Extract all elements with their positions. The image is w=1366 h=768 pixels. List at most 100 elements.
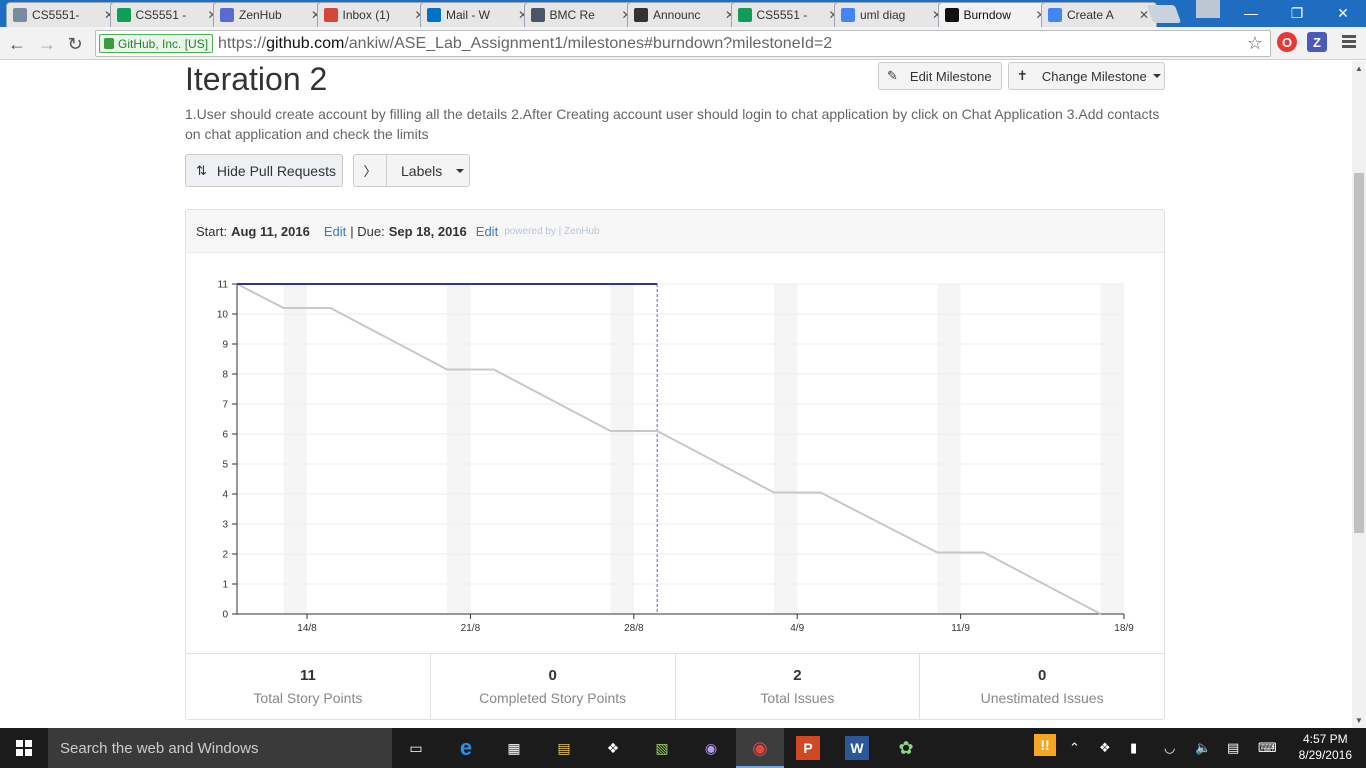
close-tab-icon[interactable]: ✕ <box>621 8 633 22</box>
start-button[interactable] <box>0 728 48 768</box>
scroll-down-icon[interactable]: ▼ <box>1355 716 1363 725</box>
github-desktop-icon[interactable]: ◉ <box>704 739 718 756</box>
zenhub-extension-icon[interactable]: Z <box>1307 32 1327 52</box>
browser-tab[interactable]: BMC Re ✕ <box>523 2 640 27</box>
action-center-icon[interactable]: ▤ <box>1227 740 1240 755</box>
google-icon <box>1048 8 1062 22</box>
wifi-icon[interactable]: ◡ <box>1164 740 1176 755</box>
hide-pull-requests-button[interactable]: ⇅ Hide Pull Requests <box>185 154 343 187</box>
keyboard-icon[interactable]: ⌨ <box>1258 740 1277 755</box>
address-bar[interactable]: GitHub, Inc. [US] https://github.com/ank… <box>95 30 1271 57</box>
edit-milestone-button[interactable]: ✎ Edit Milestone <box>878 62 1002 90</box>
forward-arrow-icon[interactable]: → <box>38 34 56 54</box>
weekend-band <box>773 284 798 614</box>
vertical-scrollbar[interactable]: ▲ ▼ <box>1352 61 1366 728</box>
browser-tab[interactable]: CS5551 - ✕ <box>730 2 847 27</box>
bookmark-star-icon[interactable]: ☆ <box>1246 33 1263 53</box>
chevron-down-icon <box>456 168 465 173</box>
y-tick-label: 8 <box>222 370 228 381</box>
store-icon[interactable]: ▦ <box>507 739 521 756</box>
x-tick-label: 4/9 <box>790 623 804 634</box>
tab-title: Inbox (1) <box>342 8 390 22</box>
chrome-menu-icon[interactable] <box>1342 33 1356 51</box>
battery-icon[interactable]: ▮ <box>1130 740 1138 755</box>
tab-title: CS5551 - <box>756 8 808 22</box>
chrome-taskbar-active[interactable] <box>736 728 784 768</box>
opera-extension-icon[interactable]: O <box>1277 32 1297 52</box>
new-tab-button[interactable] <box>1146 5 1182 23</box>
tab-title: Mail - W <box>446 8 490 22</box>
browser-tab[interactable]: CS5551 - ✕ <box>109 2 226 27</box>
change-milestone-button[interactable]: ✝ Change Milestone <box>1008 62 1165 90</box>
browser-tab[interactable]: uml diag ✕ <box>834 2 950 27</box>
powerpoint-icon[interactable]: P <box>796 736 820 760</box>
browser-tab[interactable]: Inbox (1) ✕ <box>316 2 433 27</box>
taskbar-search-box[interactable]: Search the web and Windows <box>48 728 392 768</box>
close-window-icon[interactable]: ✕ <box>1337 4 1349 21</box>
browser-tab[interactable]: CS5551- ✕ <box>6 2 122 27</box>
task-view-icon[interactable]: ▭ <box>409 739 423 756</box>
labels-dropdown[interactable]: 〉 Labels <box>353 154 470 187</box>
restore-icon[interactable]: ❐ <box>1290 4 1304 21</box>
pencil-icon: ✎ <box>887 68 898 83</box>
x-tick-label: 14/8 <box>297 623 317 634</box>
system-clock[interactable]: 4:57 PM 8/29/2016 <box>1299 731 1352 763</box>
scroll-up-icon[interactable]: ▲ <box>1355 64 1363 73</box>
powered-by-zenhub: powered by | ZenHub <box>504 225 600 237</box>
edit-start-link[interactable]: Edit <box>323 223 347 239</box>
back-arrow-icon[interactable]: ← <box>8 34 26 54</box>
clock-time: 4:57 PM <box>1302 732 1348 746</box>
close-tab-icon[interactable]: ✕ <box>517 8 529 22</box>
browser-tab[interactable]: Create A ✕ <box>1041 2 1157 27</box>
milestone-description: 1.User should create account by filling … <box>185 106 1160 142</box>
close-tab-icon[interactable]: ✕ <box>1035 8 1047 22</box>
blackboard-icon <box>634 8 648 22</box>
close-tab-icon[interactable]: ✕ <box>103 8 115 22</box>
file-explorer-icon[interactable]: ▤ <box>557 739 571 756</box>
browser-tab-strip: CS5551-✕CS5551 -✕ZenHub✕Inbox (1)✕Mail -… <box>0 0 1366 27</box>
close-tab-icon[interactable]: ✕ <box>310 8 322 22</box>
browser-toolbar: ← → ↻ GitHub, Inc. [US] https://github.c… <box>0 27 1366 60</box>
close-tab-icon[interactable]: ✕ <box>828 8 840 22</box>
tag-icon: 〉 <box>354 155 387 186</box>
notification-warning-icon[interactable]: !! <box>1034 734 1056 756</box>
close-tab-icon[interactable]: ✕ <box>1138 8 1150 22</box>
stat-label: Completed Story Points <box>479 690 627 706</box>
browser-tab[interactable]: Announc ✕ <box>627 2 743 27</box>
stat-value: 0 <box>1037 667 1047 684</box>
profile-button[interactable] <box>1196 0 1220 18</box>
picasa-icon[interactable]: ✿ <box>898 737 914 758</box>
y-tick-label: 1 <box>222 580 228 591</box>
browser-tab[interactable]: ZenHub ✕ <box>213 2 329 27</box>
dropbox-tray-icon[interactable]: ❖ <box>1099 740 1111 755</box>
dropbox-icon[interactable]: ❖ <box>606 739 620 756</box>
scrollbar-thumb[interactable] <box>1354 173 1364 533</box>
show-hidden-icons-icon[interactable]: ⌃ <box>1069 740 1080 755</box>
volume-icon[interactable]: 🔈 <box>1195 740 1212 755</box>
stat-card: 0 Unestimated Issues <box>920 654 1164 719</box>
close-tab-icon[interactable]: ✕ <box>207 8 219 22</box>
browser-tab[interactable]: Mail - W ✕ <box>420 2 536 27</box>
chevron-down-icon <box>1152 74 1161 78</box>
word-icon[interactable]: W <box>845 736 869 760</box>
weekend-band <box>1100 284 1124 614</box>
security-badge[interactable]: GitHub, Inc. [US] <box>99 34 214 53</box>
burndown-dates: Start: Aug 11, 2016 Edit | Due: Sep 18, … <box>186 210 1164 253</box>
edge-browser-icon[interactable]: e <box>459 735 473 760</box>
close-tab-icon[interactable]: ✕ <box>724 8 736 22</box>
browser-tab[interactable]: Burndow ✕ <box>937 2 1054 27</box>
stat-label: Unestimated Issues <box>980 690 1104 706</box>
url-text[interactable]: https://github.com/ankiw/ASE_Lab_Assignm… <box>218 34 833 52</box>
stat-value: 0 <box>548 667 557 684</box>
sheets-icon <box>116 8 131 22</box>
close-tab-icon[interactable]: ✕ <box>931 8 943 22</box>
bmc-icon <box>530 8 545 22</box>
notes-app-icon[interactable]: ▧ <box>655 739 669 756</box>
google-icon <box>841 8 855 22</box>
chrome-icon[interactable]: ◉ <box>752 737 768 758</box>
minimize-icon[interactable]: — <box>1244 5 1258 21</box>
reload-icon[interactable]: ↻ <box>67 34 83 54</box>
close-tab-icon[interactable]: ✕ <box>414 8 426 22</box>
stat-value: 11 <box>299 667 316 684</box>
edit-due-link[interactable]: Edit <box>475 223 499 239</box>
